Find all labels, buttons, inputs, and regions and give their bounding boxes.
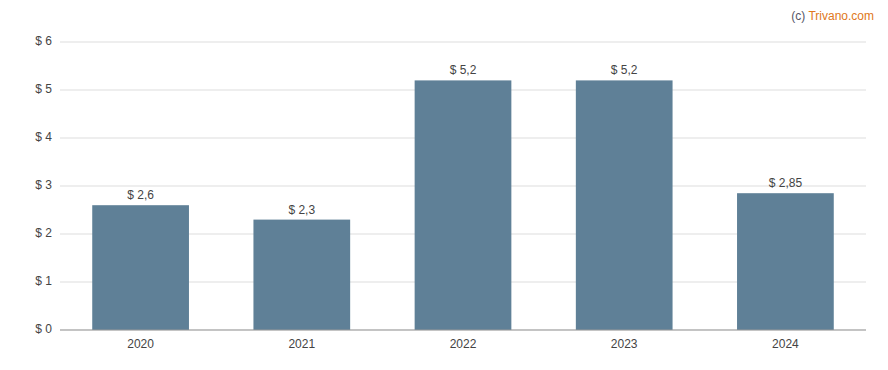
bar (415, 80, 512, 330)
grid-line (60, 330, 866, 331)
y-tick-label: $ 2 (35, 226, 52, 240)
data-labels: $ 2,6 $ 2,3 $ 5,2 $ 5,2 $ 2,85 (127, 63, 802, 216)
y-tick-label: $ 4 (35, 130, 52, 144)
data-label: $ 5,2 (450, 63, 477, 77)
y-axis: $ 0 $ 1 $ 2 $ 3 $ 4 $ 5 $ 6 (35, 34, 866, 336)
watermark-part: Trivano.com (808, 9, 874, 23)
bar (253, 220, 350, 330)
y-tick-label: $ 6 (35, 34, 52, 48)
y-tick-label: $ 1 (35, 274, 52, 288)
x-tick-label: 2023 (611, 337, 638, 351)
data-label: $ 2,3 (288, 203, 315, 217)
y-tick-label: $ 5 (35, 82, 52, 96)
watermark: (c) Trivano.com (791, 9, 874, 23)
grid-line (60, 42, 866, 43)
data-label: $ 2,6 (127, 188, 154, 202)
x-tick-label: 2020 (127, 337, 154, 351)
bar (737, 193, 834, 330)
x-axis-line (60, 330, 866, 331)
y-tick-label: $ 0 (35, 322, 52, 336)
x-axis: 2020 2021 2022 2023 2024 (127, 337, 799, 351)
data-label: $ 5,2 (611, 63, 638, 77)
bars (92, 80, 834, 330)
chart-svg: $ 0$ 1$ 2$ 3$ 4$ 5$ 62020202120222023202… (0, 0, 888, 370)
bar (92, 205, 189, 330)
bar (576, 80, 673, 330)
x-tick-label: 2022 (450, 337, 477, 351)
watermark-part: (c) (791, 9, 808, 23)
chart-container: $ 0$ 1$ 2$ 3$ 4$ 5$ 62020202120222023202… (0, 0, 888, 370)
data-label: $ 2,85 (769, 176, 803, 190)
y-tick-label: $ 3 (35, 178, 52, 192)
x-tick-label: 2024 (772, 337, 799, 351)
x-tick-label: 2021 (288, 337, 315, 351)
